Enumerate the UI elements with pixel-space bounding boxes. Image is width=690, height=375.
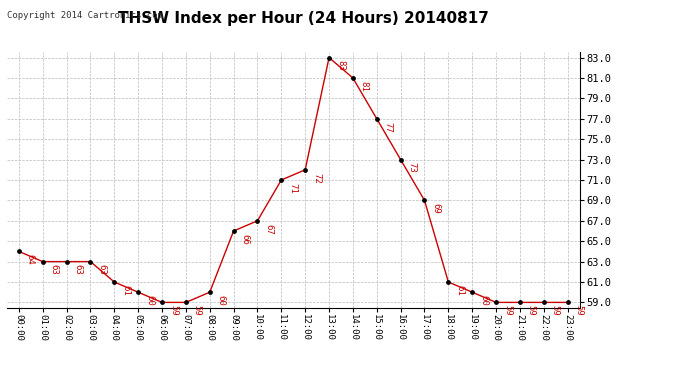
Text: 64: 64	[26, 254, 34, 265]
Text: 77: 77	[384, 122, 393, 132]
Text: 59: 59	[575, 305, 584, 316]
Text: THSW  (°F): THSW (°F)	[607, 29, 666, 39]
Point	[299, 167, 310, 173]
Point	[13, 248, 24, 254]
Point	[419, 197, 430, 203]
Point	[491, 299, 502, 305]
Point	[562, 299, 573, 305]
Point	[228, 228, 239, 234]
Point	[61, 259, 72, 265]
Text: 59: 59	[193, 305, 201, 316]
Point	[204, 289, 215, 295]
Point	[466, 289, 477, 295]
Text: 63: 63	[97, 264, 106, 275]
Point	[85, 259, 96, 265]
Text: Copyright 2014 Cartronics.com: Copyright 2014 Cartronics.com	[7, 11, 163, 20]
Text: 59: 59	[527, 305, 536, 316]
Text: 61: 61	[455, 285, 464, 296]
Point	[371, 116, 382, 122]
Point	[157, 299, 168, 305]
Point	[37, 259, 48, 265]
Text: THSW Index per Hour (24 Hours) 20140817: THSW Index per Hour (24 Hours) 20140817	[118, 11, 489, 26]
Text: 59: 59	[169, 305, 178, 316]
Point	[324, 55, 335, 61]
Point	[109, 279, 120, 285]
Point	[443, 279, 454, 285]
Point	[515, 299, 526, 305]
Text: 66: 66	[241, 234, 250, 244]
Point	[132, 289, 144, 295]
Text: 73: 73	[408, 162, 417, 173]
Point	[538, 299, 549, 305]
Point	[347, 75, 358, 81]
Text: 63: 63	[50, 264, 59, 275]
Text: 83: 83	[336, 60, 345, 71]
Point	[395, 157, 406, 163]
Text: 67: 67	[264, 224, 273, 234]
Point	[180, 299, 191, 305]
Point	[252, 218, 263, 224]
Text: 72: 72	[312, 172, 321, 183]
Point	[276, 177, 287, 183]
Text: 59: 59	[551, 305, 560, 316]
Text: 60: 60	[217, 295, 226, 306]
Text: 60: 60	[145, 295, 154, 306]
Text: 61: 61	[121, 285, 130, 296]
Text: 71: 71	[288, 183, 297, 194]
Text: 63: 63	[74, 264, 83, 275]
Text: 60: 60	[479, 295, 488, 306]
Text: 59: 59	[503, 305, 512, 316]
Text: 81: 81	[360, 81, 369, 92]
Text: 69: 69	[431, 203, 440, 214]
